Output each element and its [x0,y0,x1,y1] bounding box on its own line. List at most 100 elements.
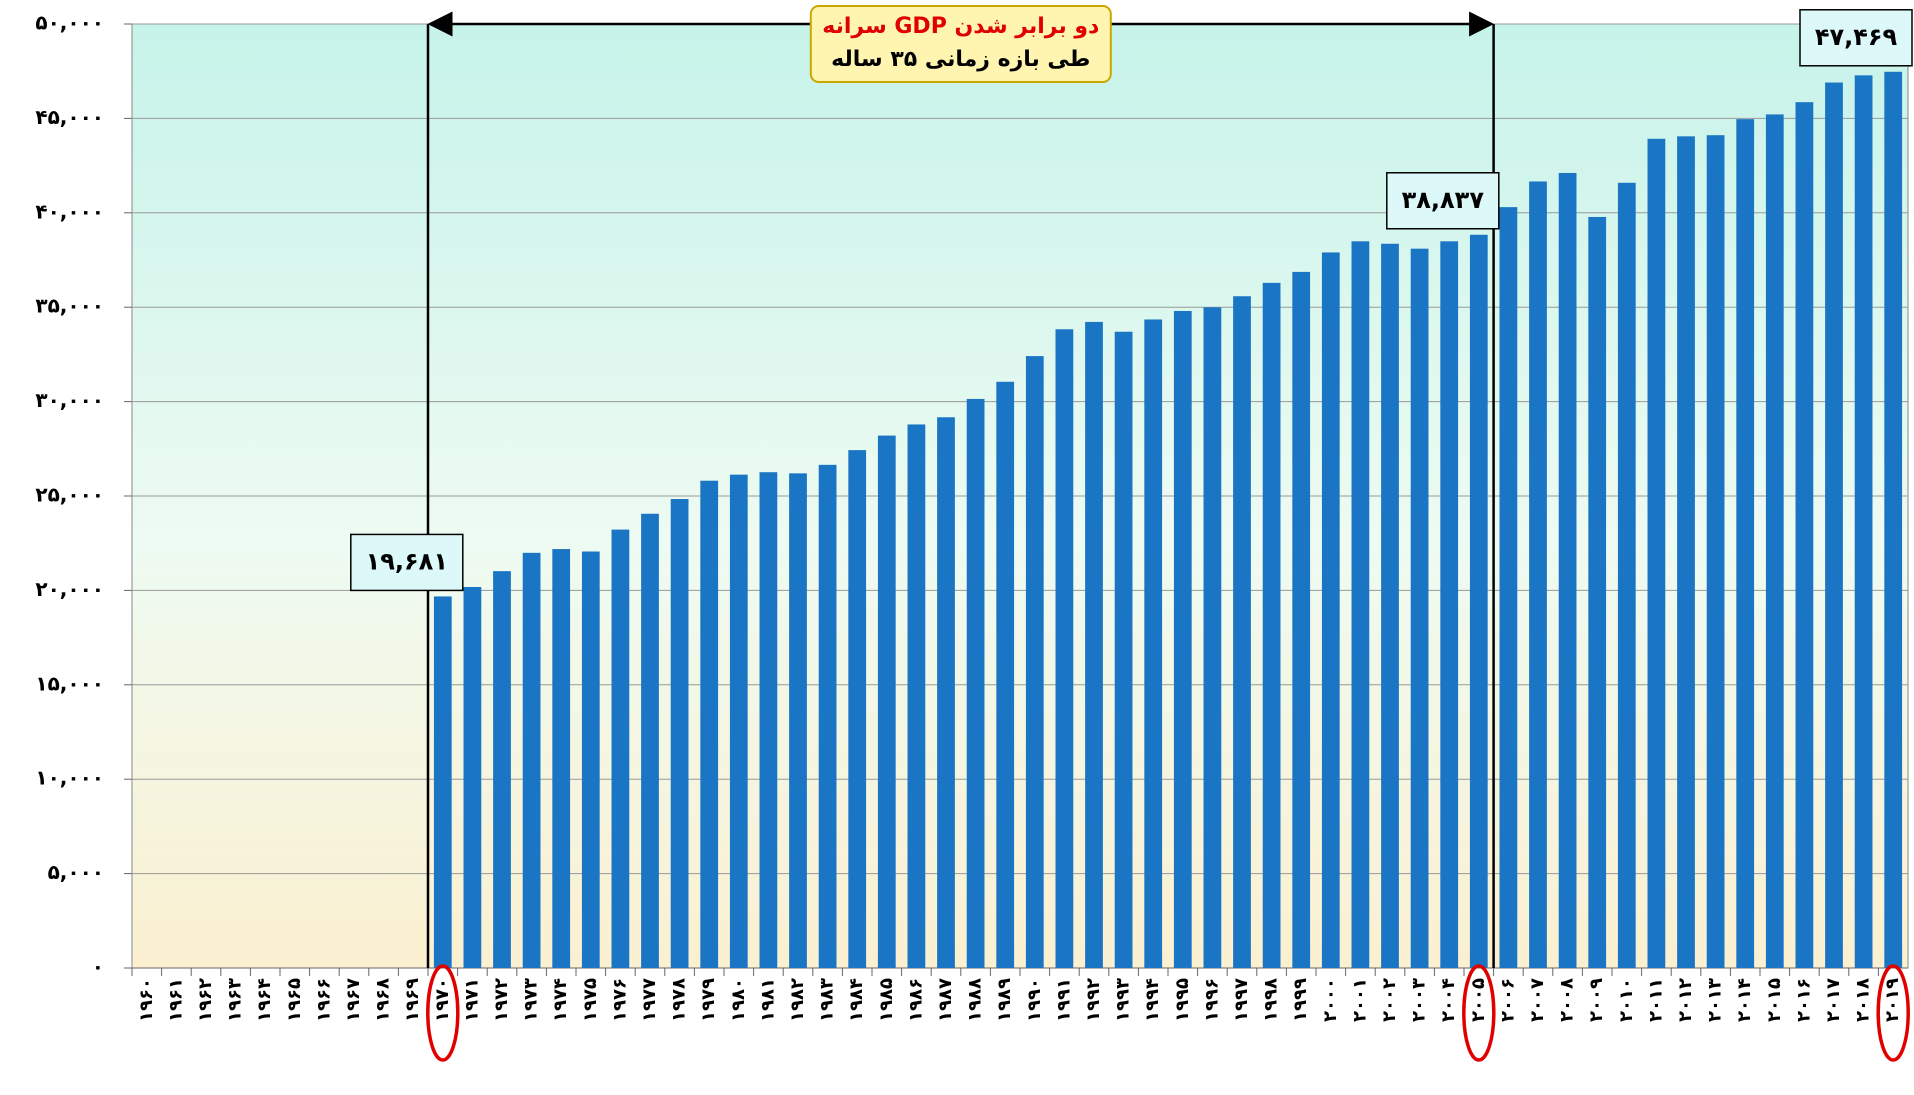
bar [996,381,1015,968]
x-tick-label: ۱۹۹۸ [1261,978,1282,1022]
bar [1203,307,1222,968]
value-label-box [1386,172,1500,230]
bar [1795,102,1814,968]
bar [1381,243,1399,969]
bar [1558,172,1577,968]
x-tick-label: ۱۹۷۲ [491,978,512,1022]
y-tick-label: ۴۰,۰۰۰ [35,199,104,223]
x-tick-label: ۱۹۸۰ [728,978,749,1022]
bar [670,499,689,968]
highlight-ring [1462,964,1496,1062]
x-tick-label: ۱۹۸۹ [994,978,1015,1022]
bar [1055,329,1074,968]
x-tick-label: ۱۹۷۴ [550,978,571,1022]
x-tick-label: ۱۹۸۶ [905,978,926,1022]
y-tick-label: ۵۰,۰۰۰ [35,11,104,35]
bar [1085,321,1103,968]
x-tick-label: ۱۹۷۰ [432,978,453,1022]
bar [1706,135,1725,969]
x-tick-label: ۲۰۱۳ [1705,978,1726,1022]
y-tick-label: ۱۰,۰۰۰ [35,766,104,790]
annotation-line: دو برابر شدن GDP سرانه [822,14,1099,39]
x-tick-label: ۲۰۱۲ [1675,978,1696,1022]
bar [1529,181,1547,968]
x-tick-label: ۱۹۷۷ [639,978,660,1022]
x-tick-label: ۲۰۰۸ [1557,978,1578,1022]
bar [1617,182,1636,968]
bar [1765,114,1784,969]
x-tick-label: ۲۰۱۴ [1734,978,1755,1022]
y-tick-label: ۳۵,۰۰۰ [35,294,104,318]
y-tick-label: ۴۵,۰۰۰ [35,105,104,129]
value-label-box [350,533,464,592]
bar [433,596,452,968]
x-tick-label: ۱۹۶۷ [343,978,364,1022]
bar [1825,82,1843,968]
bar [877,435,896,969]
bar [1410,248,1429,968]
x-tick-label: ۱۹۹۳ [1113,978,1134,1022]
highlight-ring [426,964,460,1062]
x-tick-label: ۱۹۶۴ [254,978,275,1022]
bar [463,587,482,968]
bar [1321,252,1340,968]
x-tick-label: ۱۹۶۹ [402,978,423,1022]
x-tick-label: ۱۹۸۴ [846,978,867,1022]
bar [1114,331,1133,968]
value-label: ۳۸,۸۳۷ [1402,186,1485,214]
x-tick-label: ۱۹۹۰ [1024,978,1045,1022]
x-tick-label: ۱۹۶۶ [313,978,334,1022]
bar [581,551,600,968]
value-label: ۱۹,۶۸۱ [366,547,448,575]
bar [907,424,926,968]
y-tick-label: ۵,۰۰۰ [48,860,104,884]
value-label: ۴۷,۴۶۹ [1815,23,1898,51]
x-tick-label: ۲۰۰۶ [1497,978,1518,1022]
bar [1440,241,1459,968]
bar [611,529,630,968]
bar [1351,241,1370,968]
y-tick-label: ۰ [92,955,104,979]
bar [552,549,571,968]
y-tick-label: ۲۵,۰۰۰ [35,483,104,507]
bar [1469,234,1488,968]
x-tick-label: ۱۹۶۲ [195,978,216,1022]
bar [1499,207,1518,969]
x-tick-label: ۲۰۰۰ [1320,978,1341,1022]
bar [789,473,807,968]
x-tick-label: ۲۰۱۷ [1823,978,1844,1022]
x-tick-label: ۲۰۱۵ [1764,978,1785,1022]
bar [848,450,867,969]
x-tick-label: ۱۹۹۹ [1290,978,1311,1022]
bar [1173,310,1192,968]
x-tick-label: ۲۰۰۷ [1527,978,1548,1022]
x-tick-label: ۱۹۷۹ [698,978,719,1022]
bar [966,398,985,968]
x-tick-label: ۱۹۹۷ [1231,978,1252,1022]
bar [1647,138,1666,968]
x-tick-label: ۱۹۶۵ [284,978,305,1022]
x-tick-label: ۲۰۰۵ [1468,978,1489,1022]
bar [1233,296,1251,968]
bar [1144,319,1163,968]
x-tick-label: ۲۰۱۶ [1793,978,1814,1022]
y-tick-label: ۲۰,۰۰۰ [35,577,104,601]
x-tick-label: ۲۰۰۱ [1349,978,1370,1022]
annotation-box [809,5,1112,83]
bar [641,513,659,968]
value-label-box [1799,9,1913,67]
x-tick-label: ۱۹۷۶ [609,978,630,1022]
bar [729,474,748,968]
bar [1588,216,1607,968]
x-tick-label: ۲۰۰۳ [1409,978,1430,1022]
x-tick-label: ۲۰۱۰ [1616,978,1637,1022]
x-tick-label: ۲۰۱۹ [1882,978,1903,1022]
bar [1884,71,1903,968]
x-tick-label: ۲۰۰۹ [1586,978,1607,1022]
bar [937,417,955,968]
x-tick-label: ۲۰۱۸ [1853,978,1874,1022]
annotation-line: طی بازه زمانی ۳۵ ساله [831,47,1090,72]
bar [818,464,837,968]
bar [759,472,778,968]
